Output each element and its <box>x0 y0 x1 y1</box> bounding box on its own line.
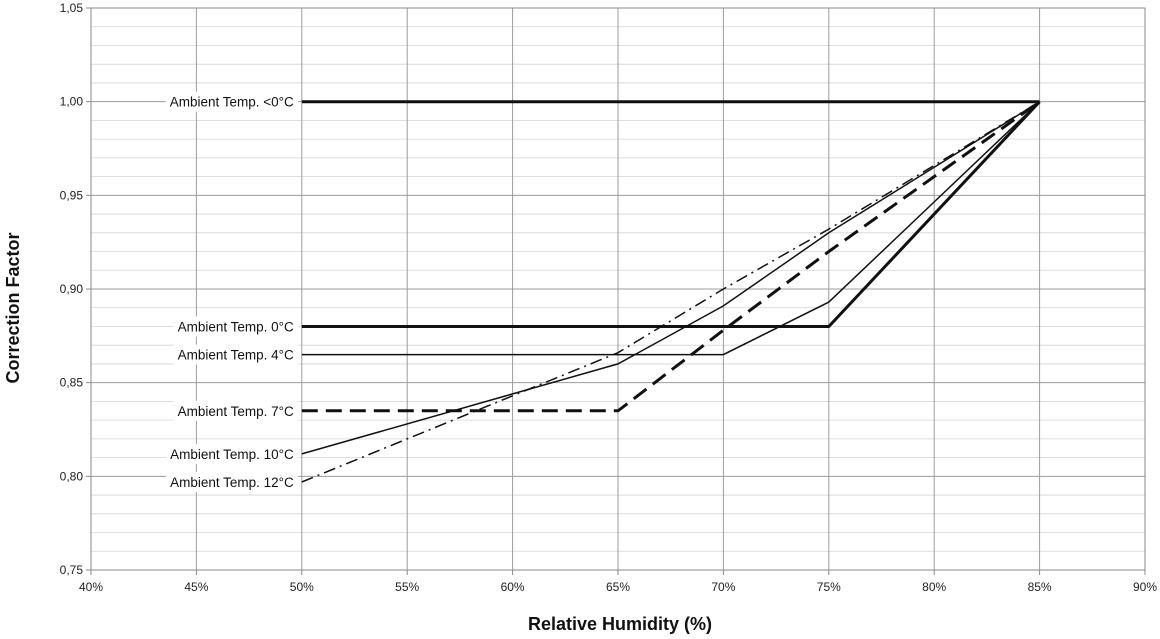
series-label-background <box>165 91 299 112</box>
y-tick-label: 1,05 <box>60 1 84 15</box>
series-label-background <box>173 344 299 365</box>
series-label-background <box>166 443 299 464</box>
series-label-2: Ambient Temp. 0°C <box>178 319 294 334</box>
x-axis-title: Relative Humidity (%) <box>528 614 712 634</box>
y-tick-label: 1,00 <box>60 95 84 109</box>
series-line-2 <box>301 100 1041 328</box>
x-tick-label: 85% <box>1028 580 1052 594</box>
x-tick-label: 60% <box>501 580 525 594</box>
y-tick-label: 0,95 <box>60 188 84 202</box>
series-label-background <box>173 316 299 337</box>
x-tick-label: 90% <box>1133 580 1157 594</box>
y-tick-label: 0,80 <box>60 469 84 483</box>
series-line-6 <box>301 101 1040 483</box>
series-line-4 <box>301 100 1041 413</box>
series-label-background <box>166 471 299 492</box>
x-tick-label: 50% <box>290 580 314 594</box>
series-labels: Ambient Temp. <0°C Ambient Temp. 0°C Ambie… <box>165 91 299 492</box>
y-tick-label: 0,90 <box>60 282 84 296</box>
x-tick-label: 55% <box>395 580 419 594</box>
x-tick-label: 40% <box>79 580 103 594</box>
series-line-5 <box>301 101 1040 455</box>
series-lines <box>301 100 1041 483</box>
series-label-6: Ambient Temp. 12°C <box>170 475 294 490</box>
series-line-3 <box>301 101 1041 356</box>
x-tick-label: 75% <box>817 580 841 594</box>
y-axis-ticks: 0,75 0,80 0,85 0,90 0,95 1,00 1,05 <box>60 1 91 577</box>
series-label-background <box>173 400 299 421</box>
series-label-5: Ambient Temp. 10°C <box>170 447 294 462</box>
y-tick-label: 0,75 <box>60 563 84 577</box>
x-tick-label: 65% <box>606 580 630 594</box>
x-tick-label: 45% <box>184 580 208 594</box>
series-label-3: Ambient Temp. 4°C <box>178 348 294 363</box>
series-label-4: Ambient Temp. 7°C <box>178 404 294 419</box>
x-tick-label: 80% <box>922 580 946 594</box>
x-tick-label: 70% <box>711 580 735 594</box>
x-axis-ticks: 40% 45% 50% 55% 60% 65% 70% 75% 80% 85% 90% <box>79 570 1157 594</box>
series-label-1: Ambient Temp. <0°C <box>170 95 294 110</box>
y-tick-label: 0,85 <box>60 376 84 390</box>
y-axis-title: Correction Factor <box>3 232 23 383</box>
